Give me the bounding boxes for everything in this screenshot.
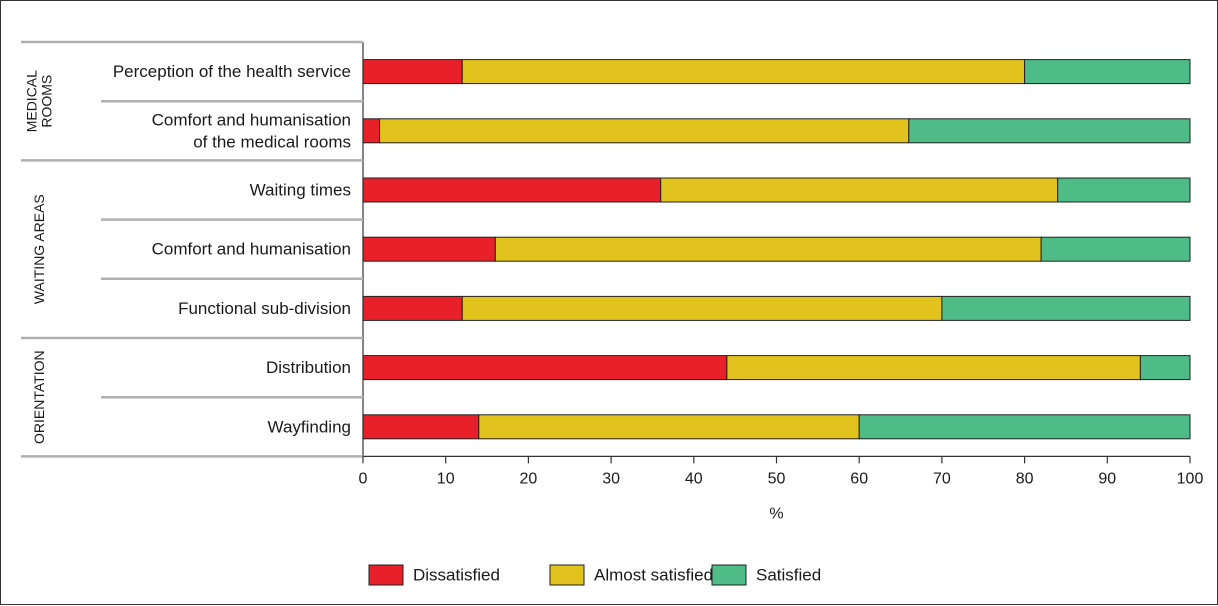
x-tick-label: 80	[1016, 470, 1034, 487]
bar-segment-satisfied	[1057, 177, 1191, 203]
x-tick-label: 10	[437, 470, 455, 487]
legend-label: Dissatisfied	[413, 566, 500, 585]
category-label: Comfort and humanisation	[152, 110, 351, 129]
bar-segment-almost-satisfied	[660, 177, 1059, 203]
x-tick-label: 20	[520, 470, 538, 487]
category-label: Comfort and humanisation	[152, 240, 351, 259]
group-label: WAITING AREAS	[31, 194, 47, 304]
legend-swatch	[368, 564, 404, 586]
bar-segment-dissatisfied	[362, 236, 496, 262]
legend-label: Almost satisfied	[594, 566, 713, 585]
x-tick-label: 50	[768, 470, 786, 487]
bar-segment-dissatisfied	[362, 59, 463, 85]
bar-segment-almost-satisfied	[494, 236, 1042, 262]
bar-segment-dissatisfied	[362, 118, 381, 144]
bar-segment-almost-satisfied	[379, 118, 910, 144]
category-label: Perception of the health service	[113, 62, 351, 81]
bar-segment-satisfied	[1139, 355, 1191, 381]
bar-segment-almost-satisfied	[461, 295, 943, 321]
legend-swatch	[549, 564, 585, 586]
bar-segment-almost-satisfied	[726, 355, 1141, 381]
legend-swatch	[711, 564, 747, 586]
group-label: MEDICAL	[24, 70, 40, 132]
group-label: ROOMS	[39, 75, 55, 128]
bar-segment-dissatisfied	[362, 355, 728, 381]
group-label: ORIENTATION	[31, 350, 47, 444]
bar-segment-dissatisfied	[362, 295, 463, 321]
legend-label: Satisfied	[756, 566, 821, 585]
bar-segment-almost-satisfied	[478, 414, 860, 440]
category-label: Wayfinding	[268, 417, 351, 436]
x-tick-label: 0	[359, 470, 368, 487]
x-tick-label: 70	[933, 470, 951, 487]
bar-segment-dissatisfied	[362, 414, 480, 440]
bar-segment-almost-satisfied	[461, 59, 1026, 85]
category-label: Functional sub-division	[178, 299, 351, 318]
x-tick-label: 60	[850, 470, 868, 487]
bar-segment-satisfied	[1040, 236, 1191, 262]
category-label: Distribution	[266, 358, 351, 377]
bar-segment-satisfied	[908, 118, 1191, 144]
x-tick-label: 90	[1098, 470, 1116, 487]
x-axis-label: %	[769, 505, 783, 522]
bar-segment-satisfied	[941, 295, 1191, 321]
category-label: Waiting times	[250, 181, 351, 200]
bar-segment-satisfied	[858, 414, 1191, 440]
x-tick-label: 40	[685, 470, 703, 487]
x-tick-label: 30	[602, 470, 620, 487]
x-tick-label: 100	[1177, 470, 1204, 487]
bar-segment-satisfied	[1024, 59, 1191, 85]
category-label: of the medical rooms	[193, 132, 351, 151]
bar-segment-dissatisfied	[362, 177, 662, 203]
